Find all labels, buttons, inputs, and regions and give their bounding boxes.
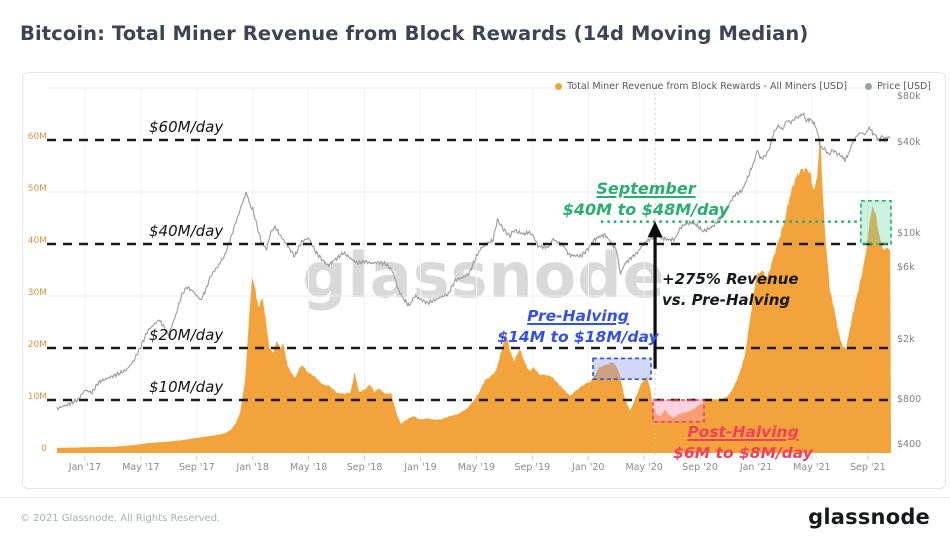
- annotation-pre-halving-title: Pre-Halving: [527, 307, 629, 325]
- annotation-revenue-change-line2: vs. Pre-Halving: [662, 291, 791, 309]
- glassnode-watermark: glassnode: [302, 239, 666, 312]
- annotation-september-title: September: [596, 179, 696, 198]
- y-tick-label-right: $2k: [897, 333, 915, 345]
- legend-item-label: Total Miner Revenue from Block Rewards -…: [567, 81, 848, 92]
- y-tick-label-right: $400: [897, 439, 922, 451]
- annotation-revenue-change-line1: +275% Revenue: [662, 270, 799, 288]
- x-tick-label: Jan '17: [68, 462, 102, 473]
- revenue-series-dot-icon: [555, 83, 563, 90]
- y-tick-label-left: 40M: [27, 236, 47, 246]
- legend-item-label: Price [USD]: [877, 81, 931, 92]
- y-tick-label-right: $40k: [897, 137, 921, 148]
- x-tick-label: Jan '21: [739, 462, 773, 473]
- annotation-pre-halving-range: $14M to $18M/day: [497, 328, 659, 346]
- annotation-september: September $40M to $48M/day: [521, 178, 771, 220]
- annotation-september-range: $40M to $48M/day: [562, 200, 730, 219]
- y-tick-label-left: 50M: [27, 184, 47, 194]
- y-tick-label-right: $10k: [897, 228, 921, 239]
- x-tick-label: May '17: [122, 462, 160, 473]
- x-tick-label: Jan '19: [404, 462, 437, 473]
- x-tick-label: Jan '18: [236, 462, 269, 473]
- price-series-dot-icon: [865, 83, 873, 90]
- annotation-post-halving-range: $6M to $8M/day: [673, 444, 813, 462]
- x-tick-label: May '18: [289, 462, 328, 473]
- x-tick-label: Sep '21: [850, 462, 886, 473]
- dashed-level-label: $60M/day: [149, 118, 224, 136]
- x-tick-label: Sep '19: [514, 462, 551, 473]
- x-tick-label: May '19: [457, 462, 496, 473]
- price-line-series: [56, 112, 891, 411]
- dashed-level-label: $40M/day: [149, 222, 224, 240]
- y-tick-label-left: 0: [41, 444, 47, 454]
- footer-copyright: © 2021 Glassnode. All Rights Reserved.: [20, 513, 221, 524]
- chart-panel: Total Miner Revenue from Block Rewards -…: [22, 72, 946, 489]
- annotation-post-halving-title: Post-Halving: [687, 423, 799, 441]
- y-tick-label-left: 10M: [27, 392, 47, 402]
- legend-item-price[interactable]: Price [USD]: [865, 81, 931, 92]
- revenue-area-series: [57, 135, 891, 453]
- x-tick-label: May '20: [625, 462, 663, 473]
- y-tick-label-left: 60M: [27, 132, 47, 142]
- legend-item-revenue[interactable]: Total Miner Revenue from Block Rewards -…: [555, 81, 847, 92]
- y-tick-label-right: $6k: [897, 261, 915, 273]
- y-tick-label-right: $800: [897, 393, 922, 405]
- revenue-change-arrow-head: [647, 221, 663, 238]
- y-tick-label-left: 20M: [27, 340, 47, 350]
- pre-halving-box: [592, 357, 652, 380]
- chart-plot-area[interactable]: [23, 73, 945, 488]
- annotation-pre-halving: Pre-Halving $14M to $18M/day: [478, 306, 678, 348]
- dashed-level-label: $20M/day: [149, 326, 224, 344]
- chart-legend: Total Miner Revenue from Block Rewards -…: [555, 81, 931, 92]
- annotation-post-halving: Post-Halving $6M to $8M/day: [643, 422, 843, 464]
- post-halving-box: [652, 399, 705, 423]
- x-tick-label: Sep '18: [346, 462, 383, 473]
- glassnode-logo: glassnode: [808, 505, 930, 529]
- y-tick-label-right: $80k: [897, 91, 921, 103]
- dashed-level-label: $10M/day: [149, 378, 224, 396]
- y-tick-label-left: 30M: [27, 288, 47, 298]
- footer-divider: [0, 497, 950, 498]
- page-title: Bitcoin: Total Miner Revenue from Block …: [20, 22, 809, 45]
- september-box: [860, 200, 892, 245]
- x-tick-label: Jan '20: [572, 462, 605, 473]
- x-tick-label: May '21: [793, 462, 831, 473]
- x-tick-label: Sep '20: [682, 462, 718, 473]
- annotation-revenue-change: +275% Revenue vs. Pre-Halving: [662, 269, 832, 311]
- x-tick-label: Sep '17: [178, 462, 215, 473]
